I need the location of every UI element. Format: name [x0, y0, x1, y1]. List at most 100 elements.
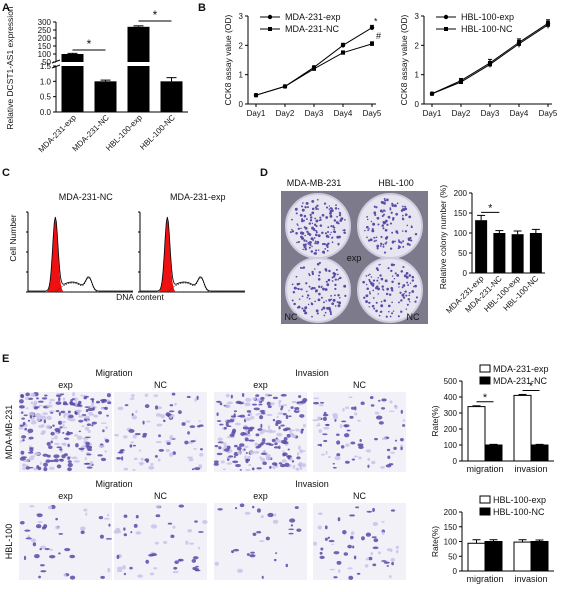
- y-tick-label: 0: [453, 457, 458, 466]
- colony-dot: [384, 228, 388, 232]
- colony-dot: [367, 229, 370, 232]
- colony-dot: [331, 241, 334, 244]
- stained-cell: [58, 397, 61, 402]
- stained-cell: [93, 414, 99, 418]
- y-tick-label: 2: [415, 41, 420, 50]
- colony-dot: [311, 199, 315, 203]
- colony-dot: [377, 276, 379, 279]
- colony-dot: [313, 286, 316, 290]
- stained-cell: [278, 425, 281, 430]
- data-point: [430, 91, 434, 96]
- stained-cell: [49, 554, 56, 559]
- colony-dot: [311, 245, 313, 248]
- colony-dot: [403, 292, 405, 295]
- stained-cell: [365, 449, 372, 453]
- stained-cell: [239, 503, 245, 508]
- panel-label-d: D: [260, 167, 268, 179]
- stained-cell: [40, 545, 47, 550]
- stained-cell: [67, 460, 72, 463]
- stained-cell: [185, 420, 191, 423]
- stained-cell: [30, 455, 36, 457]
- stained-cell: [229, 433, 235, 437]
- stained-cell: [58, 411, 61, 416]
- colony-dot: [397, 239, 400, 241]
- colony-dot: [375, 236, 378, 239]
- stained-cell: [372, 507, 375, 512]
- colony-dot: [305, 246, 307, 248]
- colony-dot: [304, 247, 307, 251]
- stained-cell: [62, 442, 67, 447]
- colony-dot: [367, 274, 370, 276]
- colony-dot: [296, 241, 298, 244]
- colony-dot: [397, 301, 400, 304]
- colony-dot: [301, 236, 304, 240]
- stained-cell: [334, 455, 341, 461]
- stained-cell: [259, 415, 264, 420]
- colony-dot: [414, 300, 417, 303]
- colony-dot: [296, 306, 299, 309]
- s-phase-area: [28, 277, 133, 293]
- stained-cell: [46, 441, 51, 446]
- stained-cell: [247, 455, 251, 459]
- colony-dot: [408, 215, 412, 219]
- colony-dot: [409, 282, 412, 284]
- colony-dot: [311, 315, 313, 318]
- stained-cell: [32, 542, 37, 547]
- colony-dot: [332, 275, 336, 278]
- y-axis-label: CCK8 assay value (OD): [399, 14, 409, 105]
- stained-cell: [199, 448, 203, 451]
- y-axis-label: Relative colony number (%): [438, 185, 448, 290]
- colony-dot: [303, 219, 306, 222]
- colony-dot: [317, 208, 320, 210]
- stained-cell: [389, 400, 393, 404]
- colony-dot: [385, 236, 389, 239]
- y-tick-label: 1: [239, 71, 244, 80]
- x-tick-label: Day3: [481, 109, 500, 118]
- stained-cell: [162, 541, 168, 544]
- stained-cell: [223, 426, 227, 430]
- x-tick-label: Day2: [452, 109, 471, 118]
- stained-cell: [105, 426, 108, 430]
- colony-dot: [391, 240, 395, 244]
- colony-dot: [328, 307, 332, 311]
- stained-cell: [169, 410, 175, 413]
- colony-dot: [343, 231, 346, 234]
- stained-cell: [150, 524, 158, 529]
- colony-dot: [295, 232, 298, 235]
- colony-dot: [303, 214, 307, 218]
- colony-dot: [305, 240, 308, 243]
- stained-cell: [51, 437, 55, 440]
- colony-dot: [368, 306, 371, 308]
- stained-cell: [45, 424, 51, 430]
- stained-cell: [49, 398, 56, 402]
- colony-dot: [324, 288, 328, 291]
- colony-dot: [307, 233, 309, 236]
- stained-cell: [63, 414, 66, 419]
- stained-cell: [130, 531, 133, 534]
- stained-cell: [174, 402, 177, 406]
- stained-cell: [40, 564, 45, 567]
- stained-cell: [265, 393, 269, 397]
- stained-cell: [56, 446, 62, 449]
- colony-dot: [329, 313, 332, 316]
- colony-dot: [327, 278, 331, 282]
- stained-cell: [80, 394, 86, 397]
- stained-cell: [84, 436, 91, 439]
- colony-dot: [383, 202, 386, 205]
- micro-col-label: NC: [154, 380, 167, 390]
- stained-cell: [100, 457, 107, 462]
- stained-cell: [268, 443, 274, 446]
- colony-dot: [401, 230, 404, 232]
- stained-cell: [287, 455, 291, 460]
- stained-cell: [295, 467, 300, 471]
- colony-dot: [326, 249, 329, 252]
- stained-cell: [324, 537, 328, 541]
- colony-dot: [296, 223, 298, 225]
- colony-dot: [395, 212, 399, 216]
- stained-cell: [132, 434, 137, 439]
- stained-cell: [340, 445, 345, 449]
- colony-dot: [339, 219, 343, 222]
- colony-dot: [300, 205, 303, 208]
- stained-cell: [318, 404, 324, 407]
- stained-cell: [194, 398, 198, 402]
